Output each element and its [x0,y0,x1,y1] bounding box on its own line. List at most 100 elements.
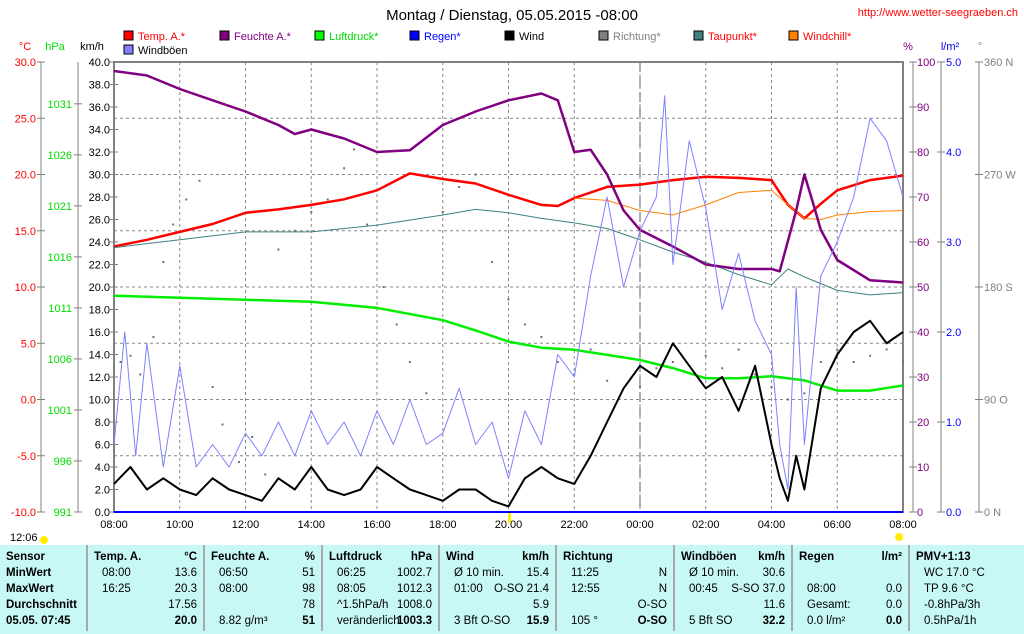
cell-value: 5.9 [533,599,549,611]
legend-item: Regen* [424,31,461,43]
cell-label: 16:25 [102,583,131,595]
x-tick-label: 16:00 [363,519,391,531]
cell-value: 20.3 [174,583,197,595]
legend-swatch [788,30,799,41]
pressure-tick-label: 1001 [48,405,72,417]
cell-label: Ø 10 min. [454,567,504,579]
sun-icon [895,533,903,541]
cell-value: 1012.3 [396,583,432,595]
cell-label: 3 Bft O-SO [454,615,511,627]
series-luftdruck [113,294,904,392]
cell-value: 15.9 [526,615,549,627]
direction-point [152,336,155,338]
wind-tick-label: 26.0 [89,215,110,227]
humidity-tick-label: 50 [917,282,929,294]
legend-item: Luftdruck* [329,31,379,43]
x-tick-label: 14:00 [297,519,325,531]
temp-tick-label: 10.0 [15,282,36,294]
cell-label: Durchschnitt [6,599,77,611]
direction-point [251,436,254,438]
rain-tick-label: 4.0 [946,147,961,159]
cell-label: 105 ° [571,615,598,627]
cell-label: 11:25 [571,567,599,579]
humidity-tick-label: 30 [917,372,929,384]
table-column: Regen l/m² 08:00 0.0 Gesamt: 0.0 0.0 l/m² 0.0 [793,545,910,631]
legend-item: Temp. A.* [138,31,186,43]
direction-point [139,373,142,376]
direction-point [819,361,822,363]
wind-tick-label: 36.0 [89,102,110,114]
wind-tick-label: 6.0 [95,440,110,452]
table-row: 01:00 O-SO 21.4 [446,581,549,597]
humidity-tick-label: 60 [917,237,929,249]
wind-tick-label: 40.0 [89,57,110,69]
table-row: 12:55 N [563,581,667,597]
table-column: Wind km/h Ø 10 min. 15.4 01:00 O-SO 21.4 5.9 3 … [440,545,557,631]
wind-tick-label: 10.0 [89,395,110,407]
pressure-tick-label: 1016 [48,252,72,264]
summary-table: Sensor MinWert MaxWert Durchschnitt 05.05. 0… [0,545,1024,634]
x-tick-label: 00:00 [626,519,654,531]
humidity-unit-label: % [903,41,913,53]
direction-point [293,229,296,232]
direction-point [343,167,346,170]
table-row: Temp. A. °C [94,549,197,565]
table-row: 08:00 98 [211,581,315,597]
table-column: Luftdruck hPa 06:25 1002.7 08:05 1012.3 ^1.5hP… [323,545,440,631]
table-row: veränderlich 1003.3 [329,613,432,629]
direction-point [310,211,313,213]
x-tick-label: 18:00 [429,519,457,531]
table-row [799,565,902,581]
pressure-tick-label: 1026 [48,150,72,162]
cell-value: 78 [302,599,315,611]
cell-value: S-SO 37.0 [731,583,785,595]
wind-tick-label: 38.0 [89,80,110,92]
humidity-tick-label: 80 [917,147,929,159]
direction-point [277,248,280,251]
series-windböen [113,95,904,490]
cell-label: 12:55 [571,583,600,595]
wind-tick-label: 0.0 [95,507,110,519]
rain-tick-label: 2.0 [946,327,961,339]
direction-point [352,148,355,151]
direction-point [589,348,592,351]
cell-label: 08:05 [337,583,366,595]
cell-value: 98 [302,583,315,595]
direction-point [507,298,510,301]
wind-tick-label: 18.0 [89,305,110,317]
pressure-tick-label: 1031 [48,99,72,111]
direction-point [770,386,773,388]
wind-tick-label: 34.0 [89,125,110,137]
direction-point [540,336,543,338]
legend-item: Feuchte A.* [234,31,292,43]
sun-icon [40,536,48,544]
cell-label: veränderlich [337,615,400,627]
direction-point [606,379,609,382]
direction-point [458,186,461,188]
table-row: Durchschnitt [6,597,80,613]
wind-tick-label: 14.0 [89,350,110,362]
cell-label: Temp. A. [94,551,142,563]
cell-value: O-SO [637,615,667,627]
direction-tick-label: 180 S [984,282,1013,294]
cell-value: O-SO [637,599,667,611]
direction-point [803,392,806,395]
x-tick-label: 04:00 [758,519,786,531]
table-row: Windböen km/h [681,549,785,565]
x-tick-label: 08:00 [100,519,128,531]
table-row: Sensor [6,549,80,565]
cell-value: 0.0 [886,615,902,627]
sunrise-time: 12:06 [10,532,38,544]
cell-label: Gesamt: [807,599,851,611]
pressure-tick-label: 1006 [48,354,72,366]
cell-value: 30.6 [762,567,785,579]
cell-label: Wind [446,551,474,563]
legend-swatch [504,30,515,41]
table-row: Regen l/m² [799,549,902,565]
table-row: 3 Bft O-SO 15.9 [446,613,549,629]
table-column: Windböen km/h Ø 10 min. 30.6 00:45 S-SO 37.0 1… [675,545,793,631]
direction-point [523,323,526,326]
cell-label: 5 Bft SO [689,615,733,627]
table-row: 08:00 13.6 [94,565,197,581]
direction-point [162,261,165,263]
